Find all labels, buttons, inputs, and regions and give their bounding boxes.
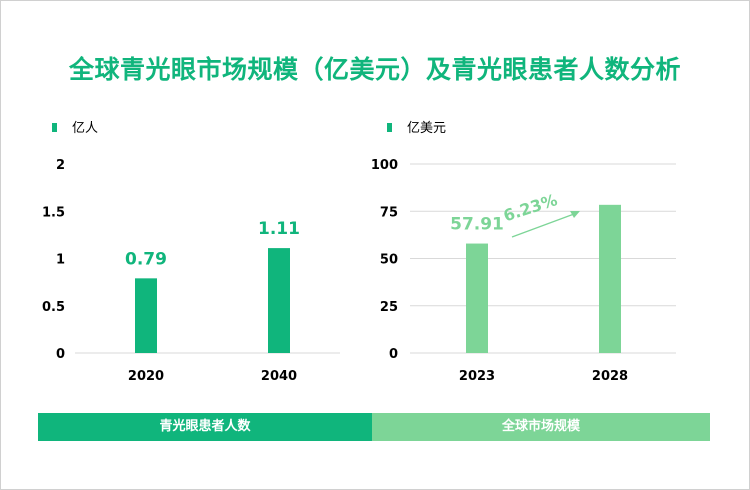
y-tick-label: 0 xyxy=(389,347,398,362)
y-tick-label: 1.5 xyxy=(42,205,65,220)
x-tick-label: 2028 xyxy=(592,369,628,384)
y-tick-label: 100 xyxy=(371,158,398,173)
caption-patients: 青光眼患者人数 xyxy=(38,413,372,441)
growth-rate-label: 6.23% xyxy=(501,190,560,225)
legend-marker xyxy=(387,123,392,132)
x-tick-label: 2023 xyxy=(459,369,495,384)
chart-title: 全球青光眼市场规模（亿美元）及青光眼患者人数分析 xyxy=(68,55,681,84)
y-tick-label: 75 xyxy=(380,205,398,220)
y-tick-label: 50 xyxy=(380,253,398,268)
growth-arrowhead xyxy=(570,211,580,218)
y-tick-label: 0.5 xyxy=(42,300,65,315)
data-label: 1.11 xyxy=(258,219,300,239)
y-tick-label: 25 xyxy=(380,300,398,315)
y-tick-label: 0 xyxy=(56,347,65,362)
caption-market: 全球市场规模 xyxy=(372,413,710,441)
data-label: 0.79 xyxy=(125,249,167,269)
bar-2023 xyxy=(466,243,488,353)
y-tick-label: 2 xyxy=(56,158,65,173)
legend-label: 亿美元 xyxy=(407,121,446,136)
legend-label: 亿人 xyxy=(72,121,98,136)
legend-marker xyxy=(52,123,57,132)
x-tick-label: 2040 xyxy=(261,369,297,384)
x-tick-label: 2020 xyxy=(128,369,164,384)
growth-arrow xyxy=(511,213,575,238)
bar-2020 xyxy=(135,278,157,353)
y-tick-label: 1 xyxy=(56,253,65,268)
data-label: 57.91 xyxy=(450,215,504,235)
bar-2028 xyxy=(599,204,621,353)
bar-2040 xyxy=(268,248,290,353)
